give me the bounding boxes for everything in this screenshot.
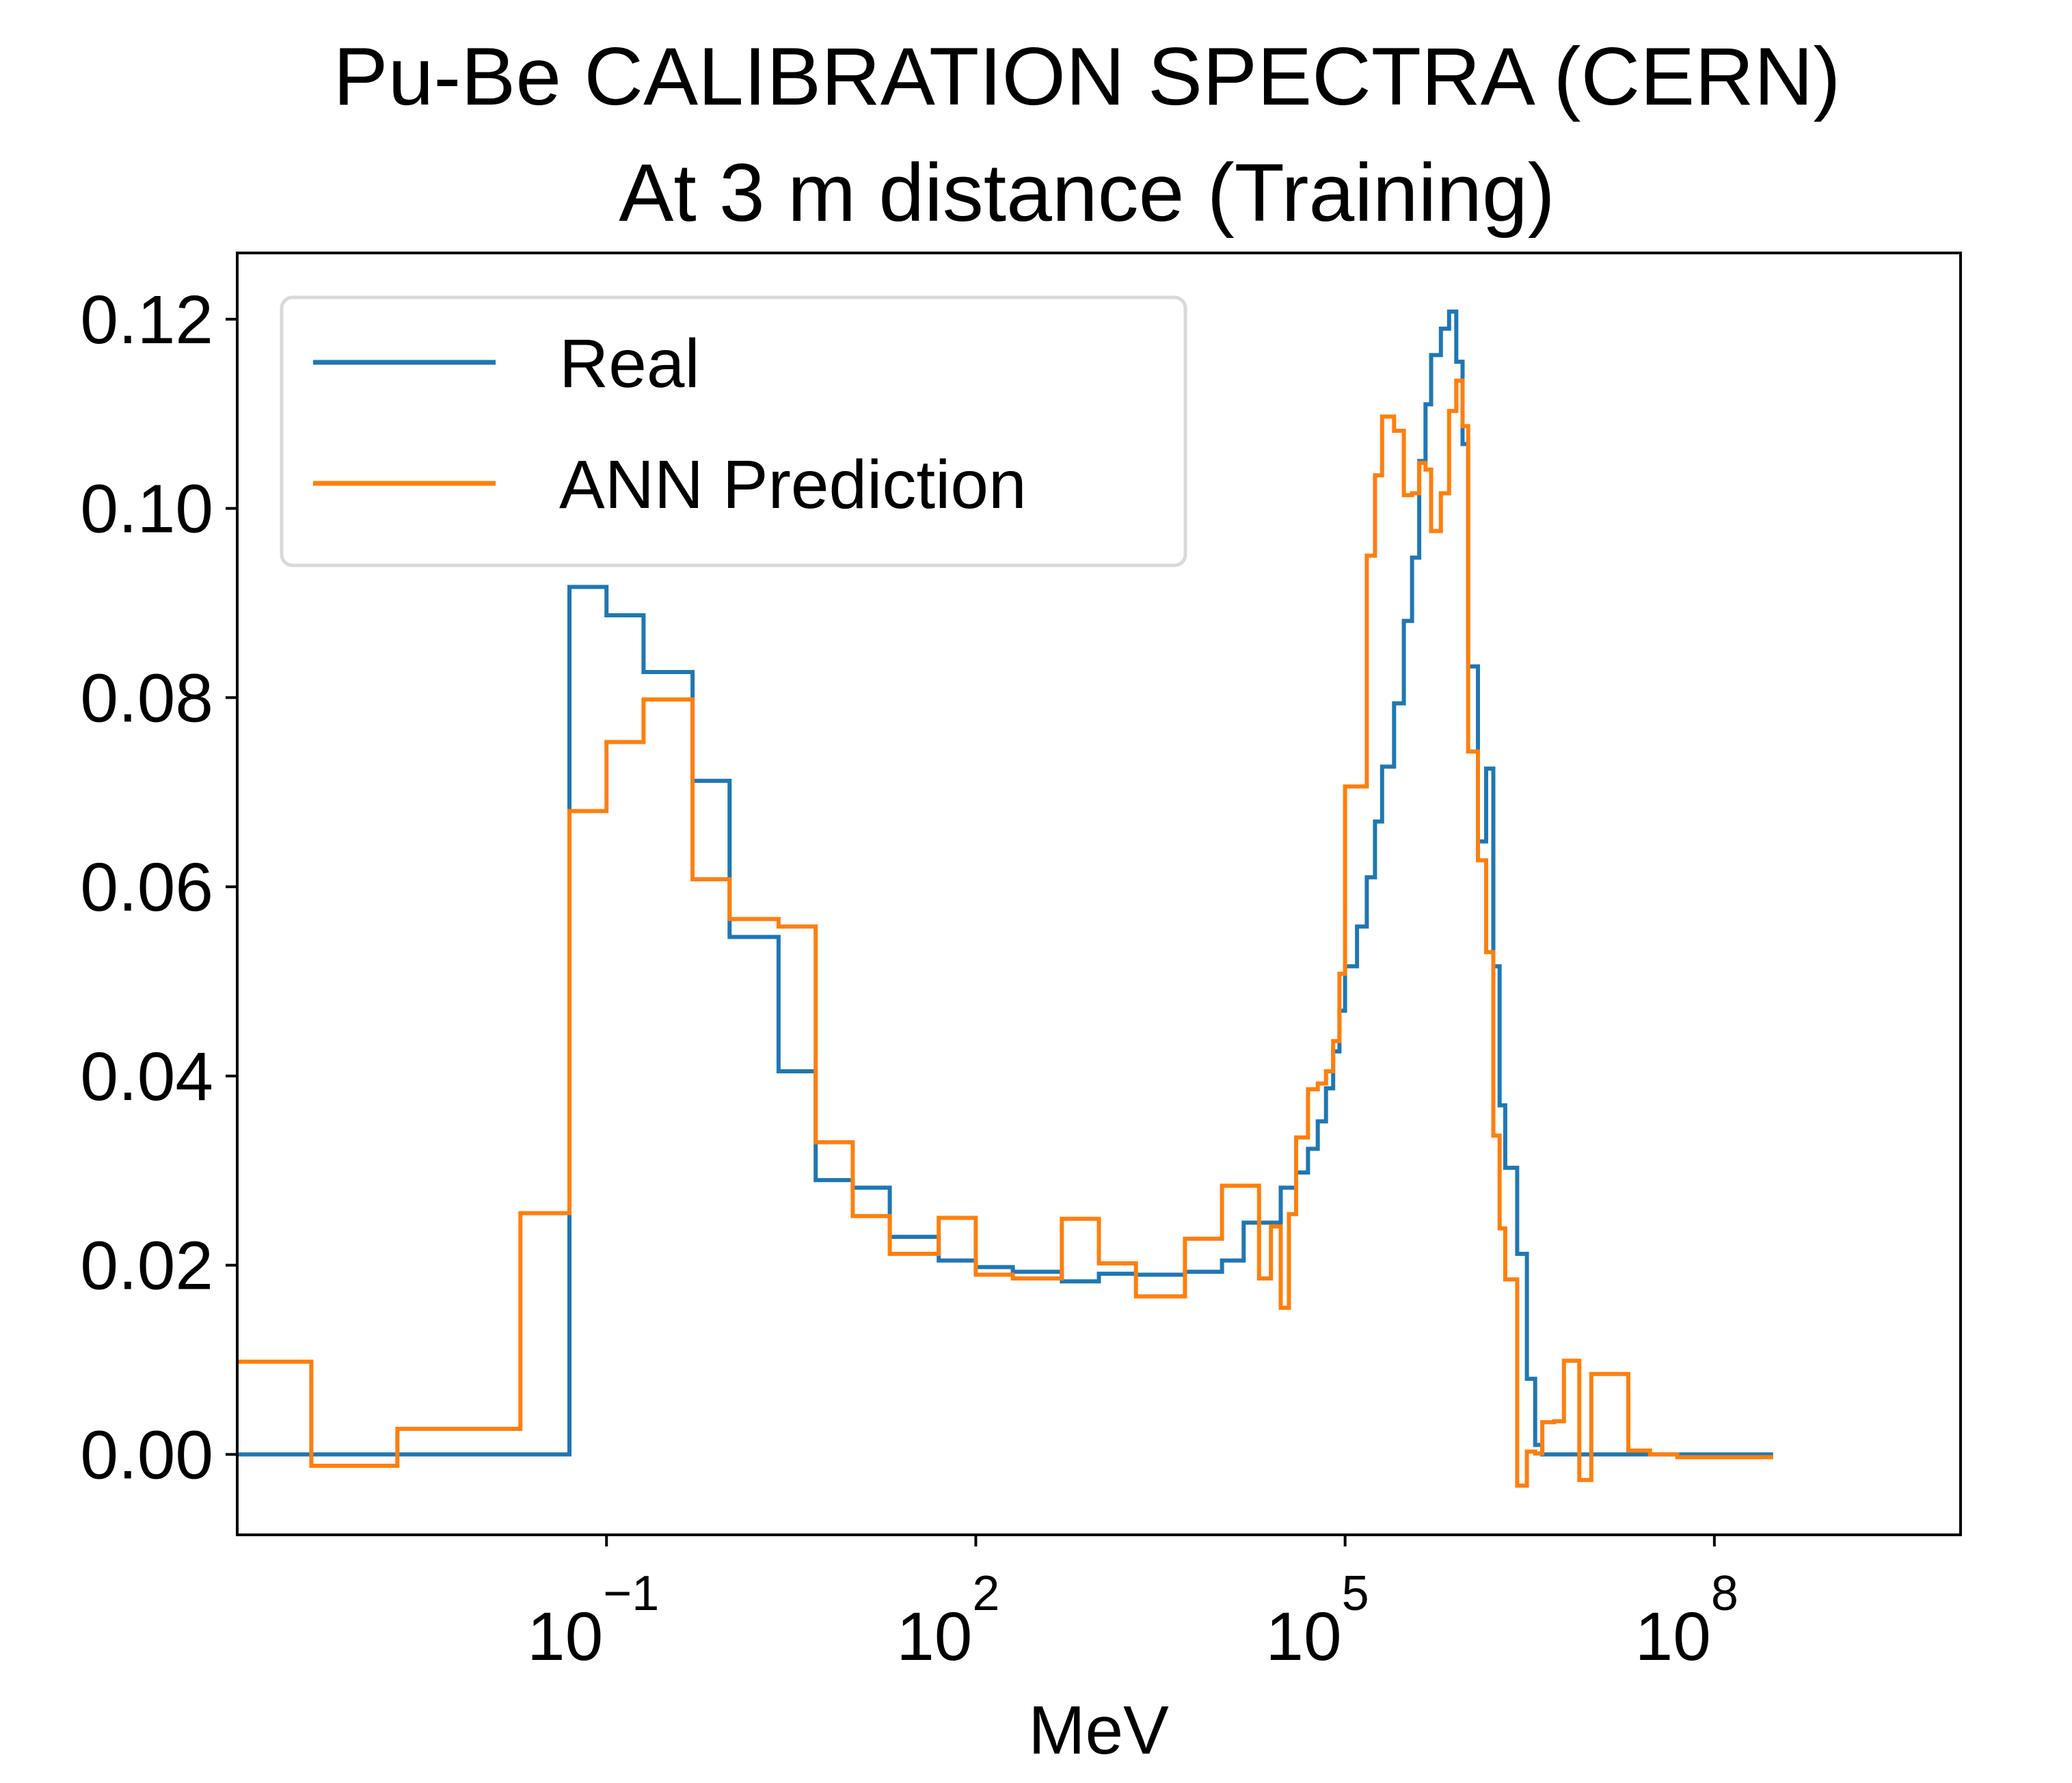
x-axis-label: MeV (1028, 1692, 1169, 1769)
y-tick-label: 0.00 (80, 1417, 213, 1493)
x-tick-label-exponent: 8 (1711, 1566, 1738, 1621)
x-tick-label-exponent: 2 (972, 1566, 999, 1621)
plot-series (237, 309, 1773, 1488)
legend: Real ANN Prediction (280, 295, 1187, 567)
y-tick-label: 0.04 (80, 1038, 213, 1115)
x-tick-label-base: 10 (1635, 1598, 1711, 1675)
y-tick-label: 0.06 (80, 849, 213, 926)
x-tick-label-exponent: 5 (1342, 1566, 1369, 1621)
x-tick-label-base: 10 (896, 1598, 972, 1675)
series-line-real (237, 309, 1773, 1457)
x-tick-label-base: 10 (1265, 1598, 1341, 1675)
x-tick-label-exponent: −1 (603, 1566, 659, 1621)
legend-label-real: Real (559, 325, 700, 402)
y-tick-label: 0.10 (80, 471, 213, 548)
chart-title-line-1: Pu-Be CALIBRATION SPECTRA (CERN) (334, 31, 1841, 122)
y-axis-ticks: 0.00 0.02 0.04 0.06 0.08 0.10 0.12 (80, 282, 237, 1493)
x-tick-label-base: 10 (527, 1598, 603, 1675)
y-tick-label: 0.08 (80, 660, 213, 736)
y-tick-label: 0.12 (80, 282, 213, 358)
chart-title-line-2: At 3 m distance (Training) (619, 147, 1555, 239)
legend-box (280, 295, 1187, 567)
y-tick-label: 0.02 (80, 1228, 213, 1304)
series-line-ann-prediction (237, 378, 1773, 1488)
legend-label-ann-prediction: ANN Prediction (559, 446, 1027, 523)
plot-area-frame (236, 252, 1962, 1536)
